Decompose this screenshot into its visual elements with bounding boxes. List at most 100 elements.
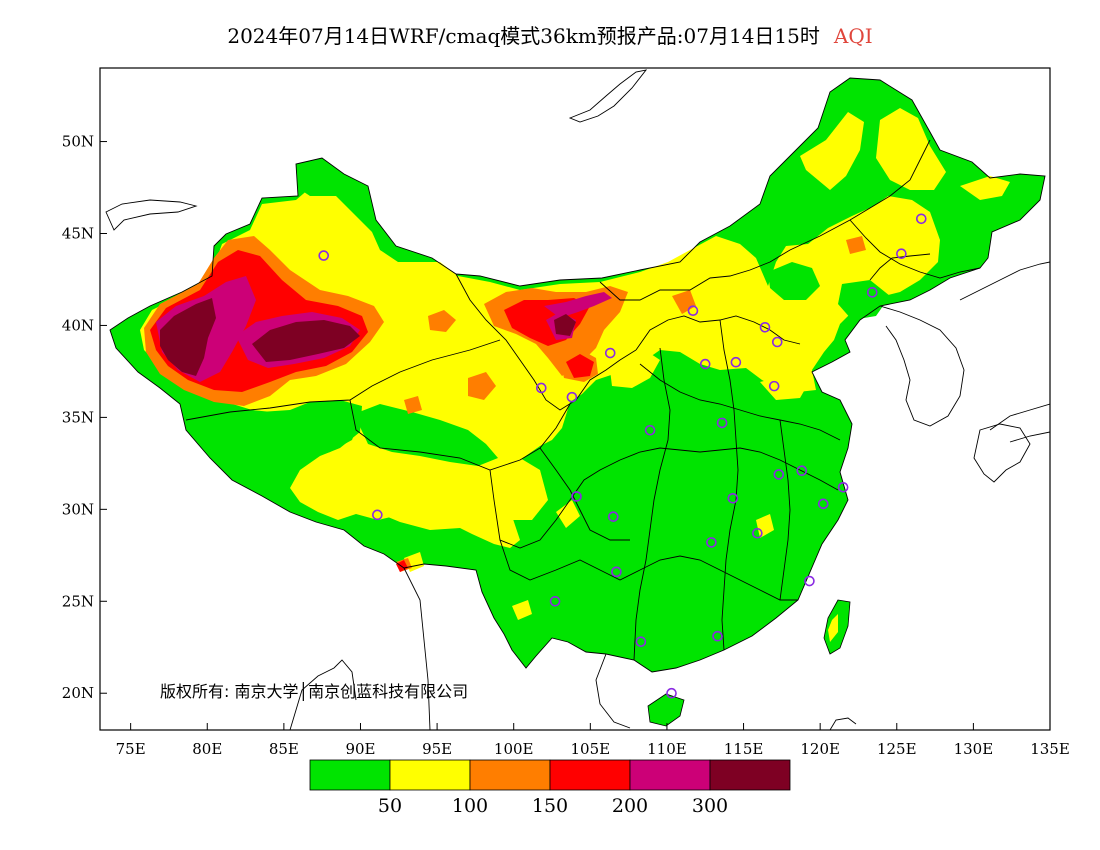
station-marker <box>566 391 578 403</box>
korean-peninsula <box>879 305 965 427</box>
aqi-zone-orange-small-5 <box>846 236 866 254</box>
aqi-zone-yellow-sichuan <box>490 458 548 520</box>
map-title-main: 2024年07月14日WRF/cmaq模式36km预报产品:07月14日15时 <box>227 24 820 48</box>
station-marker <box>706 537 717 548</box>
station-marker <box>318 250 330 261</box>
lon-tick-label: 105E <box>571 740 611 758</box>
vietnam-coast <box>595 653 631 729</box>
station-marker <box>796 465 808 477</box>
aqi-zone-maroon-xinjiang-east <box>252 320 360 362</box>
station-marker <box>549 595 561 607</box>
province-border-vertical-2 <box>719 319 739 651</box>
aqi-zone-taiwan-yellow <box>828 614 838 642</box>
province-border-inner-mongolia <box>599 139 931 301</box>
aqi-zone-yellow-central <box>610 352 660 388</box>
lon-tick-label: 85E <box>269 740 299 758</box>
province-border-northeast-2 <box>869 253 931 281</box>
legend-swatch <box>709 759 791 791</box>
province-border-xinjiang-tibet <box>185 339 501 421</box>
station-marker <box>752 527 763 539</box>
china-border <box>109 77 1046 673</box>
station-marker <box>837 481 849 493</box>
lat-tick-label: 50N <box>62 133 94 151</box>
aqi-zone-maroon-gansu <box>554 314 576 336</box>
russia-north-lake <box>568 69 648 123</box>
station-marker <box>687 305 699 317</box>
map-content <box>110 78 1045 727</box>
lon-tick-label: 125E <box>877 740 917 758</box>
lat-tick-label: 35N <box>62 408 94 426</box>
province-border-sichuan <box>489 459 621 549</box>
aqi-zone-green-north <box>296 162 342 196</box>
lon-tick-label: 90E <box>345 740 375 758</box>
lon-tick-label: 95E <box>422 740 452 758</box>
aqi-zone-orange-small-3 <box>404 396 422 414</box>
southwest-border-2 <box>289 659 357 730</box>
map-title: 2024年07月14日WRF/cmaq模式36km预报产品:07月14日15时 A… <box>0 20 1100 49</box>
copyright-text: 版权所有: 南京大学│南京创蓝科技有限公司 <box>160 681 468 701</box>
legend-swatch <box>629 759 711 791</box>
southwest-border <box>403 567 431 730</box>
station-marker <box>644 424 656 436</box>
hainan-island <box>647 693 685 727</box>
station-marker <box>727 492 739 504</box>
map-frame <box>99 67 1051 731</box>
aqi-zone-orange-small-1 <box>428 310 456 332</box>
aqi-zone-maroon-xinjiang-west <box>160 298 216 376</box>
station-marker <box>730 356 742 368</box>
longitude-axis: 75E 80E 85E 90E 95E 100E 105E 110E 115E 120E 125E 1… <box>116 723 1070 758</box>
station-marker <box>712 630 723 642</box>
lat-tick-label: 30N <box>62 500 94 518</box>
aqi-zone-orange-small-2 <box>468 372 496 400</box>
province-border-yunnan <box>499 539 641 581</box>
station-marker <box>372 509 383 521</box>
station-marker <box>571 491 582 502</box>
station-marker <box>804 575 815 587</box>
lat-tick-label: 45N <box>62 225 94 243</box>
map-title-variable: AQI <box>833 24 873 48</box>
japan-honshu <box>989 403 1050 431</box>
station-marker <box>535 382 547 394</box>
province-border-central-1 <box>619 447 839 491</box>
lon-tick-label: 110E <box>647 740 687 758</box>
lat-tick-label: 25N <box>62 592 94 610</box>
station-marker <box>611 566 622 578</box>
aqi-zone-green-inner-mongolia <box>768 262 820 300</box>
station-marker <box>866 287 878 298</box>
province-border-qinghai <box>349 399 571 471</box>
aqi-zone-red-ningxia <box>566 354 594 378</box>
lon-tick-label: 80E <box>192 740 222 758</box>
province-border-gansu <box>455 273 637 411</box>
legend-label: 50 <box>378 795 402 817</box>
station-marker <box>759 321 771 333</box>
legend-swatch <box>389 759 471 791</box>
aqi-zone-purple-gansu <box>544 292 612 318</box>
station-marker <box>768 380 780 392</box>
station-marker <box>604 347 616 359</box>
kazakhstan-lake <box>105 199 198 231</box>
station-markers <box>318 213 927 699</box>
province-border-central-2 <box>639 555 798 601</box>
legend-label: 200 <box>612 795 648 817</box>
lat-tick-label: 20N <box>62 684 94 702</box>
russia-coast <box>959 261 1050 301</box>
aqi-zone-yellow-small-2 <box>756 514 774 538</box>
lat-tick-label: 40N <box>62 316 94 334</box>
station-marker <box>666 687 677 699</box>
legend-swatch <box>309 759 391 791</box>
lon-tick-label: 75E <box>116 740 146 758</box>
aqi-zone-yellow-northeast <box>800 112 864 190</box>
aqi-zone-yellow-main <box>140 188 940 548</box>
latitude-axis: 50N 45N 40N 35N 30N 25N 20N <box>62 133 107 702</box>
lon-tick-label: 120E <box>800 740 840 758</box>
aqi-zone-yellow-small-1 <box>556 500 580 528</box>
legend-label: 150 <box>532 795 568 817</box>
station-marker <box>699 358 711 370</box>
lon-tick-label: 135E <box>1030 740 1070 758</box>
province-border-sichuan-chongqing <box>539 447 630 541</box>
station-marker <box>896 248 907 260</box>
province-border-northeast-1 <box>849 219 981 279</box>
legend-label: 100 <box>452 795 488 817</box>
legend-label: 300 <box>692 795 728 817</box>
